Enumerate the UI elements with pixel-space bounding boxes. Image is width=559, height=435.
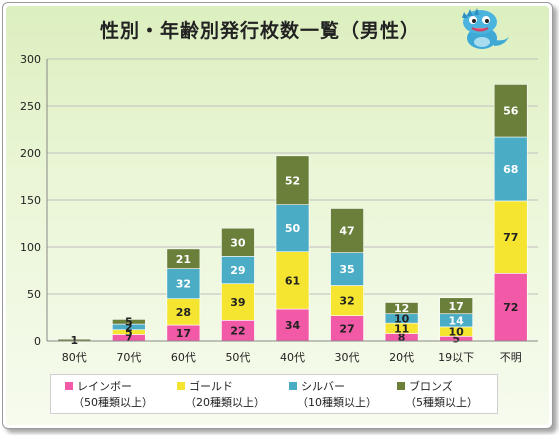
y-tick-label: 100 <box>20 241 41 254</box>
data-label: 29 <box>230 264 245 277</box>
data-label: 28 <box>176 306 191 319</box>
data-label: 27 <box>339 322 354 335</box>
bar-segment <box>166 298 201 326</box>
x-tick-label: 30代 <box>335 351 360 364</box>
data-label: 14 <box>449 314 465 327</box>
legend-note-bronze: （5種類以上） <box>405 396 478 409</box>
bar-segment <box>330 252 364 286</box>
y-tick-label: 0 <box>34 335 41 348</box>
bar-segment <box>330 315 364 342</box>
legend-label-silver: シルバー <box>301 380 345 393</box>
bar-segment <box>493 136 528 202</box>
bar-segment <box>221 256 255 284</box>
x-tick-label: 20代 <box>389 351 414 364</box>
data-label: 35 <box>339 263 354 276</box>
bar-segment <box>166 268 201 299</box>
x-tick-label: 50代 <box>225 351 250 364</box>
legend-item-rainbow: レインボー （50種類以上） <box>65 379 153 411</box>
legend-note-rainbow: （50種類以上） <box>73 396 153 409</box>
x-tick-label: 60代 <box>171 351 196 364</box>
y-axis: 0 50 100 150 200 250 300 <box>20 53 48 348</box>
legend-swatch-gold <box>177 382 185 390</box>
data-label: 30 <box>230 236 246 249</box>
bar-segment <box>275 204 310 252</box>
legend-item-bronze: ブロンズ （5種類以上） <box>397 379 478 411</box>
x-tick-label: 40代 <box>280 351 305 364</box>
data-label: 5 <box>125 326 133 339</box>
data-label: 32 <box>339 295 354 308</box>
legend-swatch-bronze <box>397 382 405 390</box>
bar-segment <box>112 319 146 325</box>
data-label: 21 <box>176 253 191 266</box>
data-label: 5 <box>452 333 460 346</box>
data-label: 5 <box>125 316 133 329</box>
legend: レインボー （50種類以上） ゴールド （20種類以上） シルバー （10種類以… <box>50 374 498 414</box>
data-label: 39 <box>230 296 245 309</box>
data-label: 50 <box>285 222 301 235</box>
chart-title: 性別・年齢別発行枚数一覧（男性） <box>99 20 420 42</box>
legend-item-silver: シルバー （10種類以上） <box>289 379 377 411</box>
bar-segment <box>221 283 255 321</box>
legend-label-rainbow: レインボー <box>77 380 132 393</box>
bar-segment <box>275 155 310 206</box>
data-label: 17 <box>176 327 191 340</box>
data-label: 77 <box>503 231 518 244</box>
data-label: 47 <box>339 225 354 238</box>
data-label: 17 <box>449 300 464 313</box>
data-label: 61 <box>285 274 300 287</box>
y-tick-label: 150 <box>20 194 41 207</box>
legend-swatch-rainbow <box>65 382 73 390</box>
legend-note-silver: （10種類以上） <box>297 396 377 409</box>
data-label: 68 <box>503 163 518 176</box>
y-tick-label: 300 <box>20 53 41 66</box>
y-tick-label: 250 <box>20 100 41 113</box>
bars: 1 752517283221223929303461505227323547811… <box>57 84 528 347</box>
data-label: 10 <box>394 312 410 325</box>
data-label: 2 <box>125 321 133 334</box>
bar-segment <box>439 297 473 315</box>
legend-note-gold: （20種類以上） <box>185 396 265 409</box>
x-tick-label: 80代 <box>62 351 87 364</box>
legend-label-gold: ゴールド <box>189 380 233 393</box>
data-label: 22 <box>230 325 245 338</box>
bar-segment <box>493 84 528 138</box>
bar-segment <box>275 251 310 310</box>
data-label: 11 <box>394 322 409 335</box>
x-tick-label: 70代 <box>116 351 141 364</box>
chart-frame <box>2 2 553 429</box>
data-label: 32 <box>176 278 191 291</box>
x-tick-label: 不明 <box>500 351 522 364</box>
data-label: 8 <box>398 331 406 344</box>
data-label: 56 <box>503 105 519 118</box>
data-label: 34 <box>285 319 301 332</box>
data-label: 7 <box>125 332 133 345</box>
legend-label-bronze: ブロンズ <box>409 380 453 393</box>
x-axis: 80代 70代 60代 50代 40代 30代 20代 19以下 不明 <box>47 340 538 364</box>
legend-swatch-silver <box>289 382 297 390</box>
x-tick-label: 19以下 <box>438 351 474 364</box>
bar-segment <box>330 208 364 253</box>
bar-segment <box>221 227 255 257</box>
bar-segment <box>166 248 201 269</box>
data-label: 72 <box>503 301 518 314</box>
y-tick-label: 50 <box>27 288 41 301</box>
data-label: 12 <box>394 302 409 315</box>
data-label: 52 <box>285 174 300 187</box>
bar-segment <box>493 200 528 274</box>
mascot-icon <box>462 8 510 49</box>
data-label: 10 <box>449 326 465 339</box>
y-tick-label: 200 <box>20 147 41 160</box>
legend-item-gold: ゴールド （20種類以上） <box>177 379 265 411</box>
bar-segment <box>384 302 419 315</box>
